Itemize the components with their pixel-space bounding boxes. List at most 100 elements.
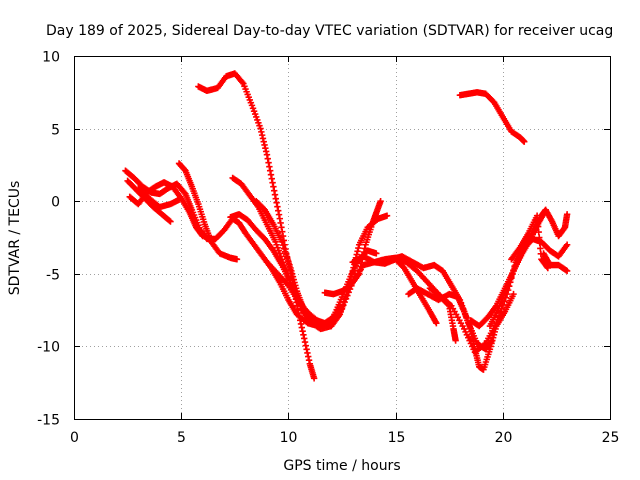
series-s11 [321,198,384,298]
data-point [300,331,307,338]
data-point [295,309,302,317]
data-point [361,245,368,252]
data-point [299,327,306,335]
data-point [273,199,280,206]
data-point [166,217,173,224]
data-point [278,238,286,246]
data-point [452,337,459,344]
y-tick-label: -5 [46,268,60,284]
data-point [350,264,357,271]
data-point [510,290,517,298]
data-point [433,319,440,327]
data-point [444,301,452,308]
data-point [272,195,280,202]
data-point [268,175,275,182]
x-tick-label: 5 [177,430,186,446]
series-s15 [426,285,459,344]
data-point [301,338,309,346]
data-point [269,179,276,186]
data-point [266,167,274,174]
data-point [310,375,318,382]
data-point [181,189,188,196]
series-s14 [405,285,517,373]
data-point [276,215,284,222]
data-point [357,263,364,270]
data-point [383,212,391,219]
series-s18 [486,206,549,330]
data-point [355,270,363,277]
data-point [258,128,265,136]
data-point [239,79,246,86]
x-tick-label: 15 [388,430,406,446]
data-point [296,313,303,320]
data-point [275,211,283,218]
data-point [297,320,305,328]
data-point [270,187,278,194]
data-point [265,159,272,166]
data-point [280,245,288,252]
x-tick-label: 10 [280,430,298,446]
data-point [537,250,545,258]
data-point [353,251,360,258]
data-point [373,250,380,257]
series-s6 [195,70,318,382]
data-point [263,151,271,158]
data-point [534,223,542,230]
data-point [281,248,289,255]
data-point [296,317,304,324]
y-tick-label: 5 [51,123,60,139]
data-points [122,70,571,382]
data-point [277,219,284,227]
data-point [167,218,174,225]
data-point [298,324,305,331]
data-point [266,163,273,170]
data-point [301,335,308,342]
data-point [259,135,267,142]
data-point [233,256,241,263]
data-point [270,183,277,190]
data-point [279,228,286,235]
y-tick-label: -15 [37,413,60,429]
data-point [286,261,293,268]
data-point [563,211,571,218]
series-s1 [122,167,344,330]
x-axis-label: GPS time / hours [283,458,400,474]
series-s5 [175,160,241,263]
data-point [283,251,290,259]
data-point [537,245,544,252]
x-tick-label: 20 [495,430,513,446]
data-point [304,349,311,357]
data-point [349,267,356,275]
data-point [262,145,269,152]
data-point [274,203,281,210]
data-point [521,138,528,145]
x-tick-label: 25 [602,430,620,446]
data-point [533,212,541,219]
data-point [543,263,551,271]
data-point [267,171,275,178]
data-point [285,258,292,265]
series-s4 [135,184,183,211]
data-point [199,232,206,240]
data-point [271,191,279,198]
data-point [305,353,312,360]
data-point [377,198,384,205]
data-point [264,155,271,162]
data-point [534,217,541,225]
x-tick-label: 0 [70,430,79,446]
plot-frame [74,56,611,420]
y-tick-label: 10 [42,50,60,66]
data-point [278,224,285,231]
data-point [261,141,268,149]
data-point [544,264,552,272]
data-point [284,254,291,262]
y-tick-label: 0 [51,195,60,211]
y-tick-label: -10 [37,340,60,356]
data-point [305,356,313,364]
tick-labels: 0 5 10 15 20 25 -15 -10 -5 0 5 10 [37,50,619,447]
y-axis-label: SDTVAR / TECUs [7,181,23,296]
data-point [563,267,571,275]
data-point [175,196,183,203]
data-point [536,234,543,241]
